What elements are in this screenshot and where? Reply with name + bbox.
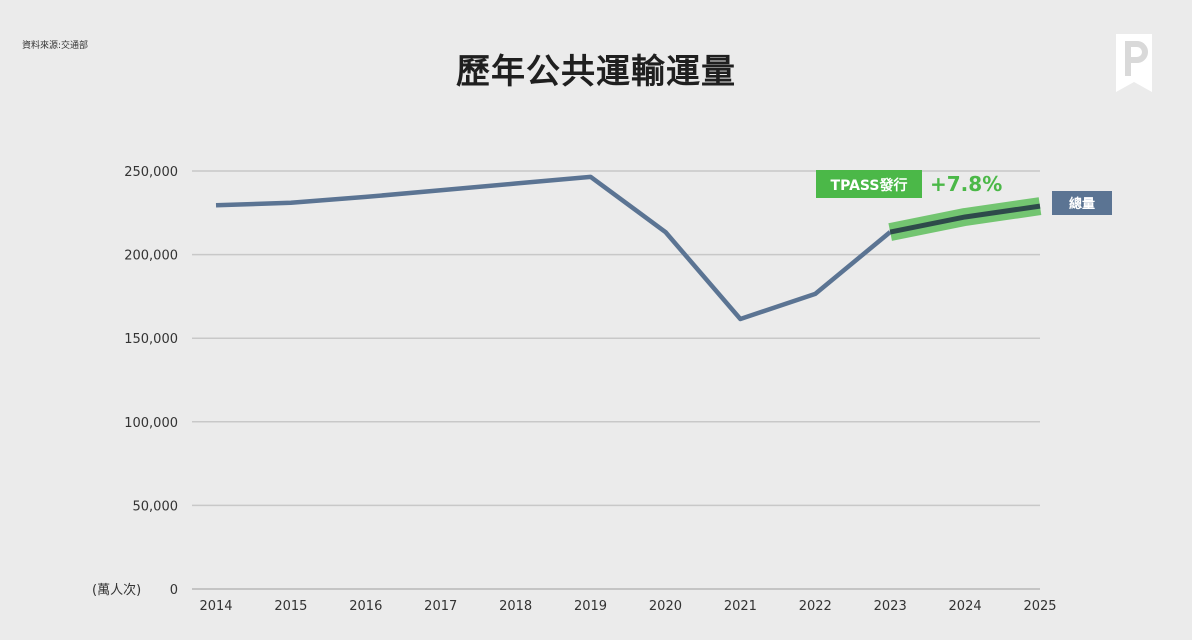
x-tick-label: 2023 <box>874 599 907 614</box>
x-tick-label: 2025 <box>1023 599 1056 614</box>
y-tick-label: 200,000 <box>124 249 178 264</box>
y-tick-label: 250,000 <box>124 165 178 180</box>
tpass-label-box <box>816 170 922 198</box>
data-point <box>589 175 593 179</box>
y-tick-label: 50,000 <box>133 499 179 514</box>
series-legend-label: 總量 <box>1069 196 1095 212</box>
data-point <box>963 215 967 219</box>
data-point <box>289 201 293 205</box>
data-point <box>439 188 443 192</box>
data-point <box>888 230 892 234</box>
data-point <box>514 182 518 186</box>
series-line-total <box>215 174 892 322</box>
x-tick-label: 2016 <box>349 599 382 614</box>
x-tick-label: 2014 <box>199 599 232 614</box>
x-tick-label: 2017 <box>424 599 457 614</box>
y-tick-label: 150,000 <box>124 332 178 347</box>
chart-title: 歷年公共運輸運量 <box>456 52 736 92</box>
growth-change-label: +7.8% <box>930 172 1002 196</box>
y-tick-label: 0 <box>170 583 178 598</box>
tpass-label: TPASS發行 <box>831 177 908 194</box>
brand-logo-icon <box>1116 34 1152 92</box>
data-point <box>738 317 742 321</box>
x-tick-label: 2021 <box>724 599 757 614</box>
x-tick-label: 2024 <box>949 599 982 614</box>
data-point <box>1038 204 1042 208</box>
series-line-highlighted <box>889 203 1041 235</box>
y-axis-unit-label: (萬人次) <box>92 582 141 598</box>
data-point <box>214 203 218 207</box>
y-tick-label: 100,000 <box>124 416 178 431</box>
x-tick-label: 2015 <box>274 599 307 614</box>
data-point <box>813 292 817 296</box>
source-note: 資料來源:交通部 <box>22 41 89 51</box>
x-tick-label: 2018 <box>499 599 532 614</box>
data-point <box>364 195 368 199</box>
x-tick-label: 2019 <box>574 599 607 614</box>
data-point <box>663 230 667 234</box>
x-tick-label: 2022 <box>799 599 832 614</box>
x-tick-label: 2020 <box>649 599 682 614</box>
series-legend-tag <box>1052 191 1112 215</box>
